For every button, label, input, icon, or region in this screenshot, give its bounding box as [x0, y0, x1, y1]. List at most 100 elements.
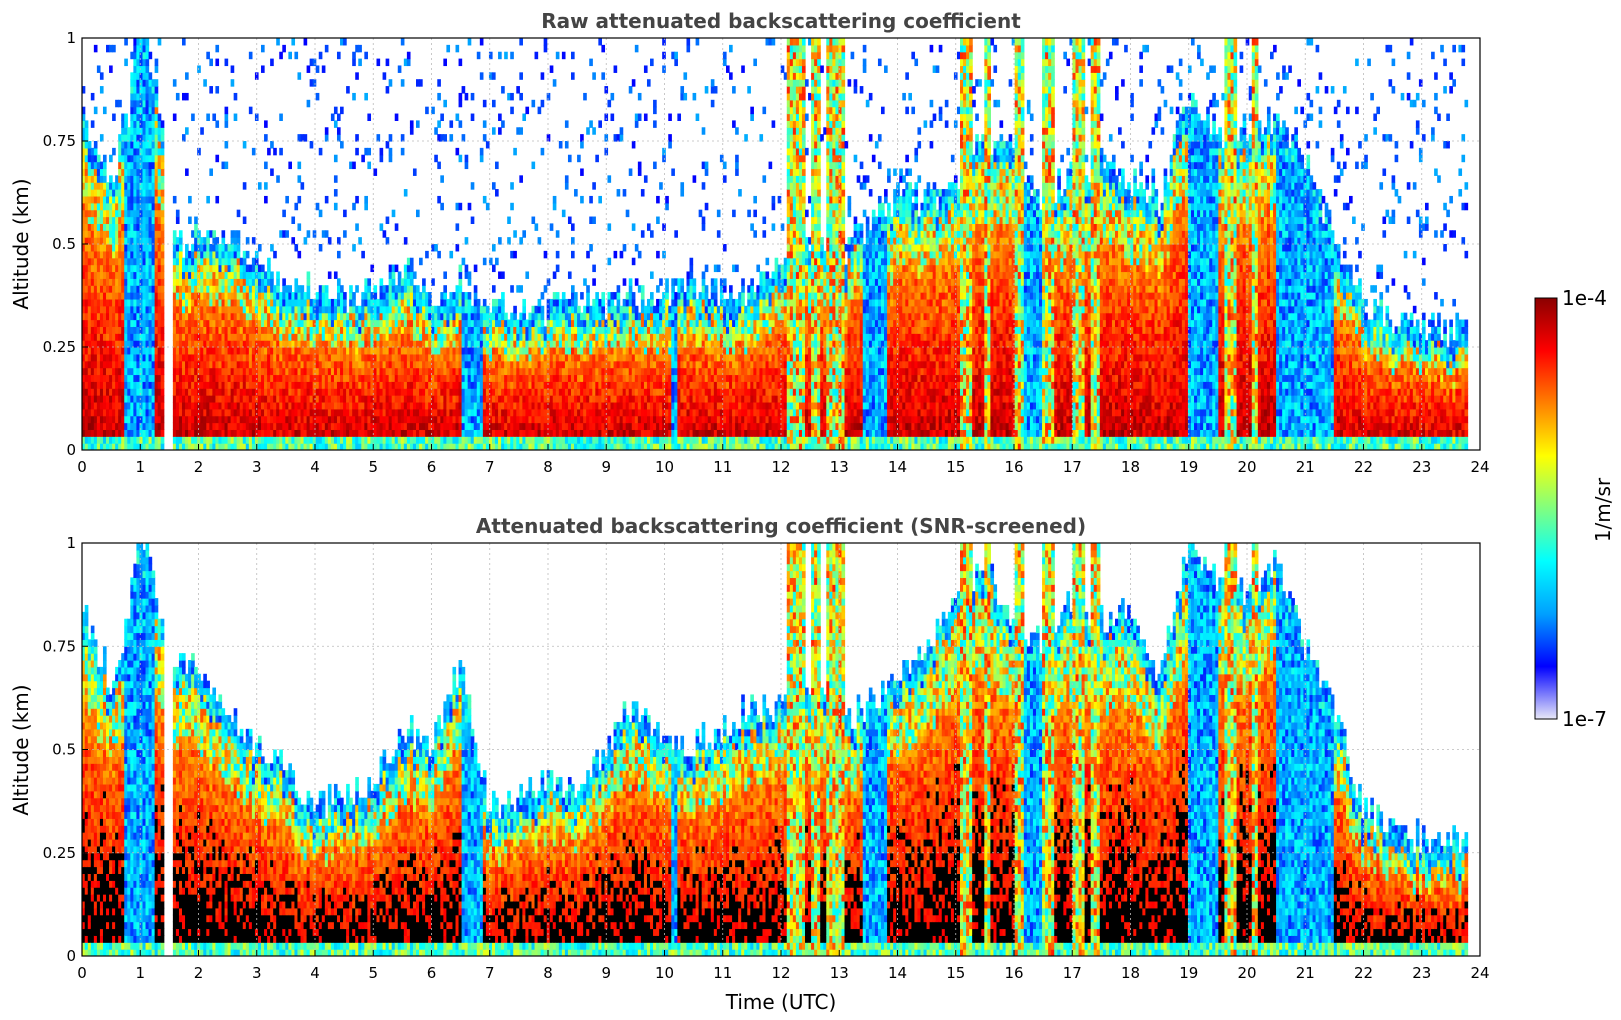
heatmap-cell [227, 340, 232, 348]
heatmap-cell [516, 127, 520, 135]
heatmap-cell [102, 388, 107, 396]
heatmap-cell [96, 195, 101, 204]
heatmap-cell [561, 429, 566, 437]
heatmap-cell [558, 422, 563, 430]
heatmap-cell [321, 305, 326, 314]
heatmap-cell [428, 374, 432, 382]
heatmap-cell [361, 401, 365, 410]
heatmap-cell [434, 333, 438, 341]
heatmap-cell [425, 312, 429, 321]
heatmap-cell [488, 395, 493, 403]
heatmap-cell [102, 381, 107, 389]
heatmap-cell [403, 340, 408, 348]
heatmap-cell [370, 347, 375, 355]
heatmap-cell [160, 202, 165, 211]
heatmap-cell [385, 216, 390, 224]
heatmap-cell [267, 271, 271, 279]
heatmap-cell [121, 168, 125, 176]
heatmap-cell [273, 381, 277, 389]
heatmap-cell [200, 244, 204, 252]
heatmap-cell [561, 443, 566, 450]
heatmap-cell [282, 381, 286, 389]
heatmap-cell [555, 388, 560, 396]
heatmap-cell [185, 353, 189, 362]
heatmap-cell [93, 175, 98, 183]
heatmap-cell [476, 408, 481, 417]
heatmap-cell [540, 422, 545, 430]
heatmap-cell [312, 340, 317, 348]
heatmap-cell [513, 230, 517, 238]
heatmap-cell [315, 401, 320, 410]
heatmap-cell [221, 292, 226, 300]
heatmap-cell [209, 381, 213, 389]
heatmap-cell [464, 408, 469, 417]
heatmap-cell [282, 367, 286, 376]
heatmap-cell [273, 395, 277, 403]
heatmap-cell [142, 51, 147, 60]
heatmap-cell [261, 285, 265, 293]
heatmap-cell [133, 271, 138, 279]
heatmap-cell [224, 257, 229, 266]
heatmap-cell [251, 326, 256, 334]
heatmap-cell [507, 388, 511, 396]
heatmap-cell [96, 360, 101, 369]
heatmap-cell [346, 374, 350, 382]
heatmap-cell [142, 127, 147, 135]
heatmap-cell [343, 347, 347, 355]
heatmap-cell [157, 340, 162, 348]
heatmap-cell [352, 347, 356, 355]
heatmap-cell [336, 436, 341, 444]
heatmap-cell [495, 436, 499, 444]
heatmap-cell [221, 381, 226, 389]
heatmap-cell [130, 278, 134, 286]
heatmap-cell [221, 388, 226, 396]
heatmap-cell [236, 422, 241, 430]
heatmap-cell [391, 360, 396, 369]
heatmap-cell [373, 168, 378, 176]
heatmap-cell [431, 374, 435, 382]
heatmap-cell [446, 408, 451, 417]
heatmap-cell [151, 422, 156, 430]
heatmap-cell [473, 401, 478, 410]
heatmap-cell [476, 415, 481, 424]
heatmap-cell [333, 367, 338, 376]
heatmap-cell [336, 422, 341, 430]
heatmap-cell [385, 333, 390, 341]
heatmap-cell [327, 367, 332, 376]
heatmap-cell [355, 319, 359, 327]
heatmap-cell [99, 443, 104, 450]
heatmap-cell [297, 374, 302, 382]
heatmap-cell [358, 347, 362, 355]
heatmap-cell [312, 360, 317, 369]
heatmap-cell [367, 395, 372, 403]
heatmap-cell [549, 395, 554, 403]
heatmap-cell [361, 292, 365, 300]
heatmap-cell [546, 340, 551, 348]
heatmap-cell [142, 65, 147, 73]
heatmap-cell [482, 422, 487, 430]
heatmap-cell [385, 381, 390, 389]
heatmap-cell [93, 319, 98, 327]
heatmap-cell [157, 147, 162, 156]
heatmap-cell [178, 285, 183, 293]
heatmap-cell [571, 223, 575, 231]
heatmap-cell [513, 422, 517, 430]
heatmap-cell [479, 381, 484, 389]
heatmap-cell [437, 401, 441, 410]
heatmap-cell [154, 154, 159, 163]
heatmap-cell [233, 319, 238, 327]
heatmap-cell [306, 374, 311, 382]
heatmap-cell [349, 436, 353, 444]
heatmap-cell [303, 305, 308, 314]
heatmap-cell [528, 436, 533, 444]
heatmap-cell [528, 374, 533, 382]
heatmap-cell [154, 230, 159, 238]
heatmap-cell [370, 374, 375, 382]
heatmap-cell [291, 353, 296, 362]
heatmap-cell [215, 298, 220, 307]
heatmap-cell [136, 44, 141, 53]
heatmap-cell [224, 319, 229, 327]
heatmap-cell [409, 312, 414, 321]
heatmap-cell [279, 292, 283, 300]
heatmap-cell [297, 292, 302, 300]
